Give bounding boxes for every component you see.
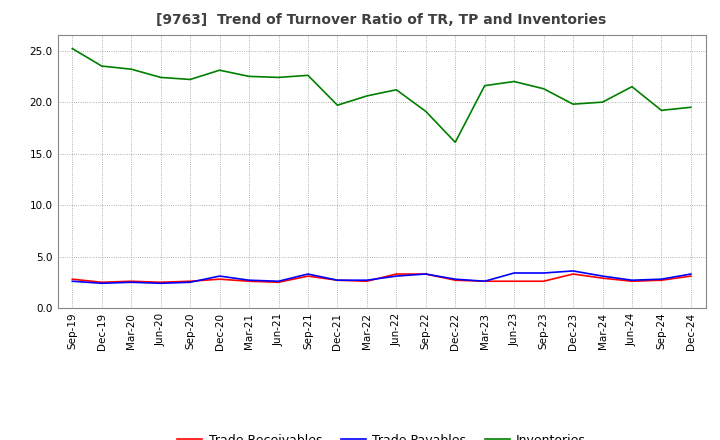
Trade Payables: [598, 273, 607, 279]
Inventories: [363, 93, 372, 99]
Inventories: [127, 66, 135, 72]
Inventories: [274, 75, 283, 80]
Inventories: [304, 73, 312, 78]
Inventories: [657, 108, 666, 113]
Trade Receivables: [245, 279, 253, 284]
Inventories: [245, 74, 253, 79]
Trade Payables: [657, 276, 666, 282]
Inventories: [598, 99, 607, 105]
Trade Payables: [392, 273, 400, 279]
Trade Payables: [68, 279, 76, 284]
Trade Payables: [569, 268, 577, 274]
Trade Payables: [245, 278, 253, 283]
Trade Receivables: [421, 271, 430, 277]
Line: Trade Receivables: Trade Receivables: [72, 274, 691, 282]
Trade Receivables: [156, 280, 165, 285]
Trade Receivables: [215, 276, 224, 282]
Trade Receivables: [598, 275, 607, 281]
Inventories: [687, 105, 696, 110]
Inventories: [97, 63, 106, 69]
Trade Receivables: [480, 279, 489, 284]
Inventories: [628, 84, 636, 89]
Title: [9763]  Trend of Turnover Ratio of TR, TP and Inventories: [9763] Trend of Turnover Ratio of TR, TP…: [156, 13, 607, 27]
Trade Payables: [215, 273, 224, 279]
Trade Receivables: [569, 271, 577, 277]
Inventories: [421, 109, 430, 114]
Inventories: [392, 87, 400, 92]
Trade Payables: [421, 271, 430, 277]
Trade Receivables: [274, 280, 283, 285]
Trade Payables: [156, 281, 165, 286]
Trade Receivables: [304, 273, 312, 279]
Trade Payables: [97, 281, 106, 286]
Trade Receivables: [628, 279, 636, 284]
Trade Receivables: [392, 271, 400, 277]
Trade Receivables: [68, 276, 76, 282]
Inventories: [480, 83, 489, 88]
Trade Payables: [363, 278, 372, 283]
Inventories: [539, 86, 548, 92]
Line: Trade Payables: Trade Payables: [72, 271, 691, 283]
Trade Receivables: [687, 273, 696, 279]
Inventories: [569, 102, 577, 107]
Trade Receivables: [451, 278, 459, 283]
Inventories: [333, 103, 342, 108]
Trade Receivables: [510, 279, 518, 284]
Trade Receivables: [186, 279, 194, 284]
Legend: Trade Receivables, Trade Payables, Inventories: Trade Receivables, Trade Payables, Inven…: [172, 429, 591, 440]
Trade Payables: [510, 270, 518, 275]
Trade Payables: [451, 276, 459, 282]
Trade Payables: [186, 280, 194, 285]
Trade Payables: [480, 279, 489, 284]
Trade Receivables: [97, 280, 106, 285]
Trade Receivables: [539, 279, 548, 284]
Inventories: [156, 75, 165, 80]
Trade Payables: [333, 278, 342, 283]
Trade Receivables: [333, 278, 342, 283]
Inventories: [451, 139, 459, 145]
Trade Payables: [687, 271, 696, 277]
Trade Payables: [127, 280, 135, 285]
Trade Payables: [539, 270, 548, 275]
Trade Receivables: [657, 278, 666, 283]
Trade Payables: [628, 278, 636, 283]
Trade Receivables: [127, 279, 135, 284]
Inventories: [510, 79, 518, 84]
Line: Inventories: Inventories: [72, 48, 691, 142]
Trade Receivables: [363, 279, 372, 284]
Inventories: [215, 68, 224, 73]
Trade Payables: [274, 279, 283, 284]
Inventories: [186, 77, 194, 82]
Inventories: [68, 46, 76, 51]
Trade Payables: [304, 271, 312, 277]
